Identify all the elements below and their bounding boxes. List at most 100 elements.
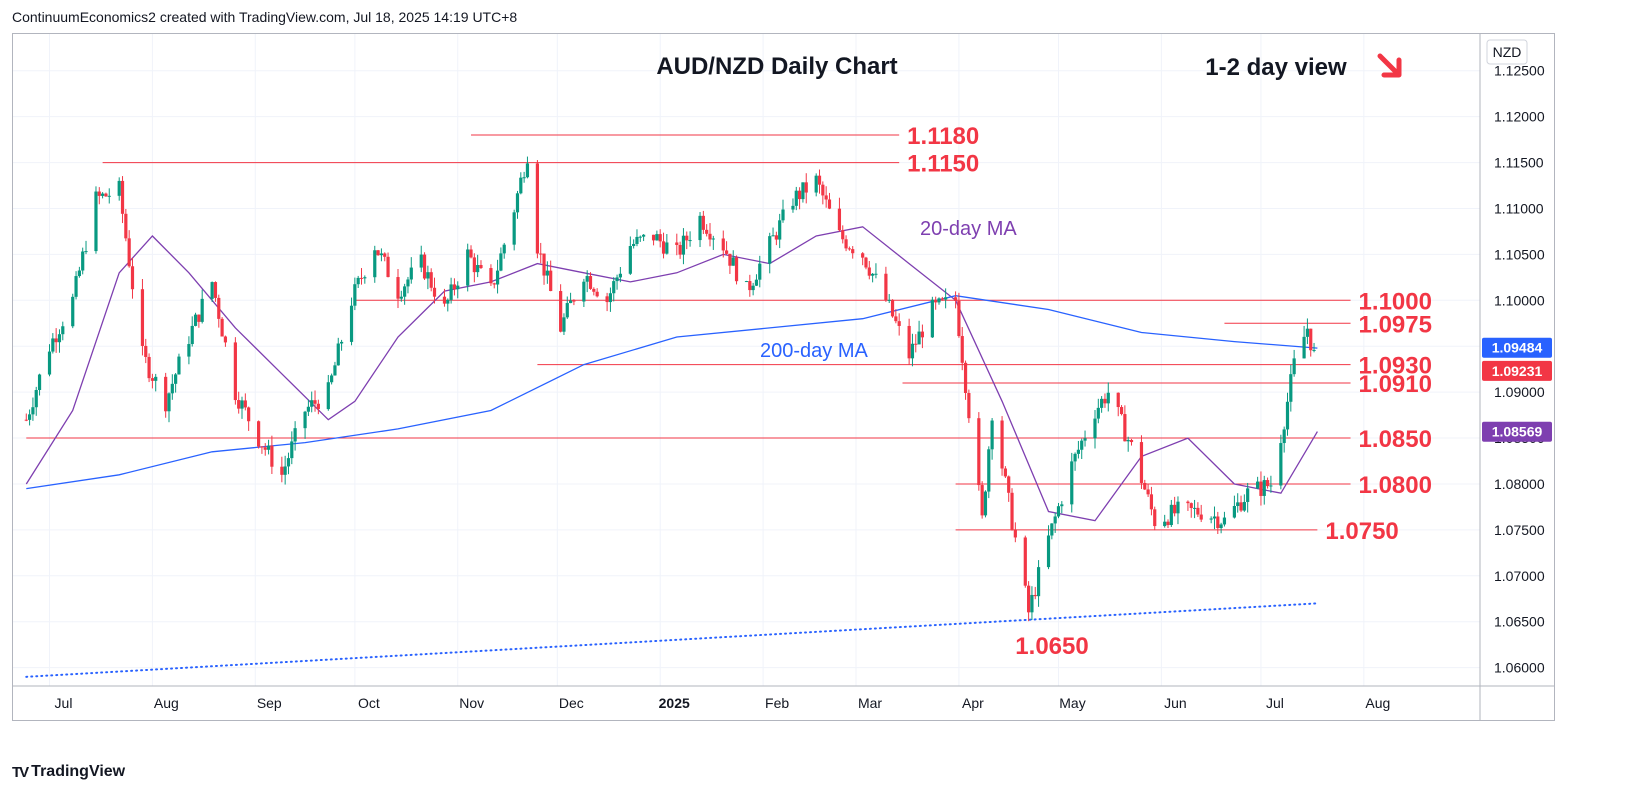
- candle-body: [804, 182, 808, 193]
- candle-body: [456, 285, 460, 290]
- candle-body: [489, 268, 493, 284]
- candle-body: [1309, 328, 1313, 351]
- candle-body: [446, 299, 450, 304]
- candle-body: [698, 215, 702, 241]
- candle-body: [651, 234, 656, 241]
- candle-body: [987, 449, 991, 492]
- candle-body: [685, 235, 689, 241]
- candle-body: [190, 325, 194, 345]
- candle-body: [71, 296, 75, 327]
- candle-body: [167, 393, 171, 412]
- tradingview-brand[interactable]: TV TradingView: [12, 763, 125, 781]
- level-label: 1.1000: [1359, 288, 1432, 315]
- candle-body: [678, 244, 682, 255]
- candle-body: [101, 193, 105, 196]
- candle-body: [592, 288, 596, 292]
- candle-body: [661, 241, 666, 254]
- price-tick-label: 1.06000: [1494, 660, 1545, 676]
- candle-body: [84, 251, 88, 253]
- candle-body: [844, 239, 848, 249]
- candle-body: [774, 235, 778, 240]
- candle-body: [220, 318, 224, 337]
- candle-body: [867, 267, 871, 276]
- candle-body: [914, 343, 918, 345]
- dotted-trendline: [25, 602, 1319, 678]
- candle-body: [791, 205, 795, 210]
- price-tag-label: 1.08569: [1492, 424, 1543, 440]
- candle-body: [871, 273, 875, 276]
- candle-body: [406, 279, 410, 287]
- candle-body: [37, 374, 42, 391]
- candle-body: [1246, 488, 1250, 502]
- candle-body: [525, 163, 530, 178]
- candle-body: [937, 298, 941, 303]
- time-tick-label: Sep: [257, 695, 282, 711]
- candle-body: [422, 254, 427, 279]
- candle-body: [356, 277, 360, 285]
- candle-body: [107, 195, 111, 197]
- level-label: 1.0975: [1359, 311, 1432, 338]
- candle-body: [944, 297, 948, 300]
- candle-body: [432, 287, 437, 297]
- candle-body: [642, 234, 646, 237]
- candle-body: [887, 299, 891, 301]
- price-tick-label: 1.09000: [1494, 384, 1545, 400]
- candle-body: [1030, 594, 1034, 613]
- candle-body: [316, 403, 320, 410]
- candle-body: [31, 407, 35, 415]
- candle-body: [827, 199, 832, 209]
- candle-body: [930, 299, 934, 338]
- candle-body: [1119, 407, 1124, 415]
- moving-averages: [25, 226, 1318, 522]
- candle-body: [731, 257, 735, 266]
- candle-body: [1126, 439, 1130, 442]
- candle-body: [213, 282, 218, 298]
- candle-body: [1232, 505, 1236, 518]
- price-tick-label: 1.12500: [1494, 63, 1545, 79]
- candle-body: [260, 446, 264, 448]
- candle-body: [1053, 516, 1057, 524]
- candle-body: [1060, 504, 1064, 507]
- gridlines: [13, 34, 1480, 686]
- candle-body: [781, 209, 785, 221]
- candle-body: [934, 299, 938, 303]
- candle-body: [263, 447, 267, 450]
- price-tick-label: 1.12000: [1494, 109, 1545, 125]
- candle-body: [1216, 516, 1220, 529]
- candle-body: [57, 334, 62, 343]
- candle-body: [1033, 594, 1037, 597]
- candle-body: [515, 193, 520, 213]
- candle-body: [588, 276, 593, 289]
- candle-body: [632, 243, 636, 247]
- candle-body: [1166, 521, 1170, 526]
- candle-body: [1265, 480, 1270, 487]
- candle-body: [608, 293, 613, 303]
- candle-body: [1262, 480, 1266, 496]
- candles: [24, 156, 1316, 622]
- support-resistance-levels: [26, 134, 1351, 531]
- candle-body: [187, 344, 191, 357]
- candle-body: [237, 400, 241, 409]
- candle-body: [290, 441, 294, 459]
- candle-body: [1027, 585, 1031, 613]
- time-tick-label: Apr: [962, 695, 984, 711]
- candle-body: [897, 321, 901, 326]
- candle-body: [890, 299, 895, 317]
- candle-body: [140, 289, 145, 346]
- candle-body: [240, 400, 244, 409]
- candle-body: [794, 190, 798, 206]
- candle-body: [313, 400, 317, 404]
- candle-body: [1000, 420, 1004, 469]
- candle-body: [1285, 401, 1290, 430]
- candle-body: [359, 277, 364, 279]
- chart-frame: [12, 33, 1555, 721]
- candle-body: [724, 250, 729, 254]
- currency-badge[interactable]: [1486, 39, 1528, 65]
- candle-body: [54, 338, 58, 343]
- candle-body: [419, 254, 423, 268]
- candle-body: [1186, 501, 1190, 504]
- candle-body: [409, 267, 413, 280]
- chart-title: AUD/NZD Daily Chart: [656, 53, 897, 80]
- candle-body: [618, 273, 622, 278]
